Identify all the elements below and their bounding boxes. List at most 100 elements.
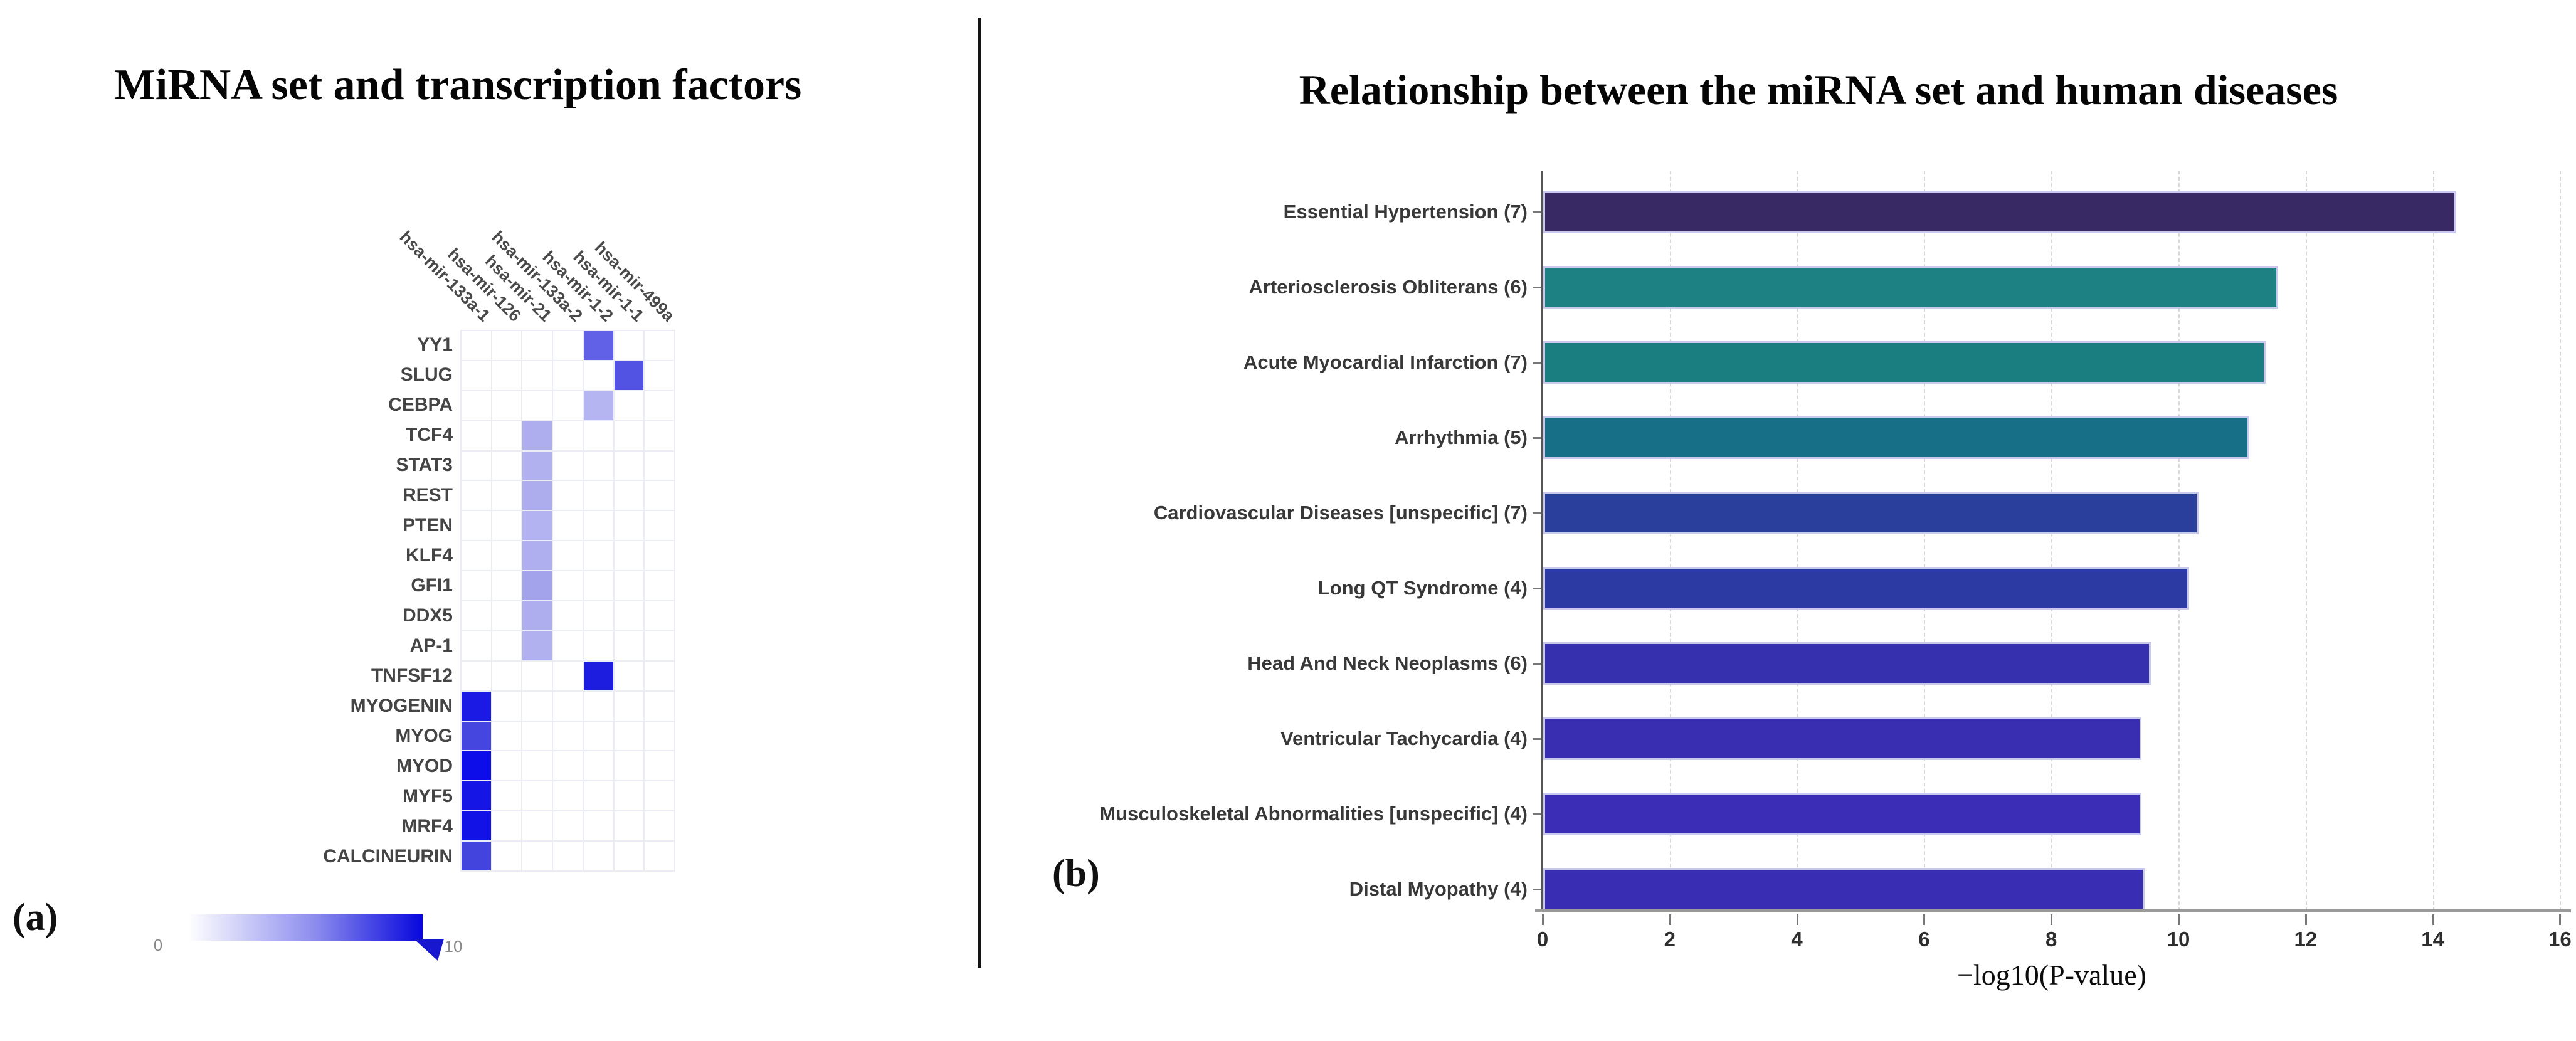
heatmap-cell <box>645 541 674 571</box>
heatmap-cell <box>462 661 491 690</box>
heatmap-cell <box>583 331 613 360</box>
heatmap-cell <box>614 601 644 630</box>
heatmap-cell <box>583 421 613 450</box>
heatmap-cell <box>583 361 613 390</box>
bar-category-label: Arrhythmia (5) <box>1395 426 1528 448</box>
heatmap-cell <box>614 511 644 541</box>
x-tick-mark <box>1923 914 1926 925</box>
y-tick-mark <box>1533 437 1541 439</box>
heatmap-cell <box>462 541 491 571</box>
heatmap-cell <box>583 751 613 781</box>
heatmap-cell <box>645 571 674 600</box>
bar-category-label: Distal Myopathy (4) <box>1349 878 1528 900</box>
heatmap-cell <box>614 571 644 600</box>
gridline <box>2432 171 2434 911</box>
bar-category-label: Head And Neck Neoplasms (6) <box>1247 652 1528 674</box>
x-tick-label: 6 <box>1918 927 1930 951</box>
heatmap-cell <box>645 331 674 360</box>
bar <box>1543 492 2199 534</box>
x-tick-label: 10 <box>2167 927 2190 951</box>
y-tick-mark <box>1533 588 1541 589</box>
heatmap-cell <box>645 842 674 870</box>
heatmap-cell <box>645 421 674 450</box>
panel-a-letter: (a) <box>13 896 58 939</box>
heatmap-row-label: MYOGENIN <box>350 695 453 716</box>
heatmap-cell <box>522 451 552 480</box>
bar-category-label: Ventricular Tachycardia (4) <box>1280 727 1528 749</box>
heatmap-cell <box>645 631 674 660</box>
panel-b-letter: (b) <box>1052 852 1100 895</box>
heatmap-cell <box>492 391 522 420</box>
heatmap-cell <box>522 691 552 721</box>
x-tick-label: 16 <box>2548 927 2572 951</box>
bar <box>1543 642 2151 685</box>
heatmap-cell <box>614 751 644 781</box>
heatmap-row-label: SLUG <box>400 364 453 385</box>
y-tick-mark <box>1533 211 1541 213</box>
heatmap-cell <box>583 511 613 541</box>
heatmap-cell <box>492 451 522 480</box>
heatmap-cell <box>583 842 613 870</box>
panel-a-title: MiRNA set and transcription factors <box>113 61 802 109</box>
x-tick-label: 0 <box>1536 927 1549 951</box>
heatmap-cell <box>462 691 491 721</box>
heatmap-row-label: DDX5 <box>402 605 453 626</box>
y-tick-mark <box>1533 813 1541 815</box>
heatmap-cell <box>462 481 491 510</box>
heatmap-cell <box>614 451 644 480</box>
heatmap-cell <box>522 751 552 781</box>
heatmap-cell <box>492 361 522 390</box>
heatmap-cell <box>492 721 522 751</box>
x-tick-label: 12 <box>2294 927 2318 951</box>
heatmap-cell <box>492 781 522 811</box>
heatmap-cell <box>492 811 522 841</box>
heatmap-cell <box>553 691 583 721</box>
heatmap-cell <box>553 331 583 360</box>
heatmap-cell <box>553 361 583 390</box>
heatmap-cell <box>492 571 522 600</box>
heatmap-cell <box>583 601 613 630</box>
heatmap-cell <box>614 721 644 751</box>
heatmap-cell <box>645 751 674 781</box>
heatmap-cell <box>553 631 583 660</box>
gridline <box>2178 171 2180 911</box>
heatmap-cell <box>553 541 583 571</box>
heatmap-cell <box>614 541 644 571</box>
x-tick-mark <box>2559 914 2562 925</box>
x-tick-label: 4 <box>1791 927 1803 951</box>
gridline <box>1797 171 1798 911</box>
bar-category-label: Essential Hypertension (7) <box>1283 201 1528 223</box>
heatmap-row-label: PTEN <box>402 515 453 536</box>
heatmap-cell <box>553 601 583 630</box>
heatmap-row-label: KLF4 <box>406 545 453 566</box>
colorbar-gradient <box>188 914 423 941</box>
heatmap-cell <box>462 751 491 781</box>
x-tick-mark <box>2304 914 2307 925</box>
heatmap-cell <box>583 661 613 690</box>
heatmap-cell <box>522 631 552 660</box>
heatmap-row-label: AP-1 <box>409 635 453 656</box>
x-tick-mark <box>2051 914 2053 925</box>
x-tick-mark <box>1542 914 1544 925</box>
heatmap-cell <box>645 601 674 630</box>
gridline <box>2305 171 2307 911</box>
y-tick-mark <box>1533 889 1541 890</box>
barchart-x-axis-label: −log10(P-value) <box>1957 959 2146 991</box>
heatmap-cell <box>645 781 674 811</box>
bar-category-label: Cardiovascular Diseases [unspecific] (7) <box>1153 502 1528 524</box>
heatmap-cell <box>553 842 583 870</box>
heatmap-row-label: REST <box>402 485 453 505</box>
heatmap-cell <box>583 721 613 751</box>
heatmap-row-label: MYOD <box>396 756 453 776</box>
heatmap-cell <box>645 691 674 721</box>
barchart-y-axis <box>1541 171 1543 911</box>
bar <box>1543 717 2142 760</box>
heatmap-cell <box>553 781 583 811</box>
heatmap-cell <box>522 511 552 541</box>
heatmap-cell <box>522 601 552 630</box>
heatmap-cell <box>522 721 552 751</box>
bar-category-label: Arteriosclerosis Obliterans (6) <box>1248 276 1528 298</box>
heatmap-row-label: STAT3 <box>396 455 453 475</box>
heatmap-cell <box>462 451 491 480</box>
heatmap-cell <box>553 811 583 841</box>
